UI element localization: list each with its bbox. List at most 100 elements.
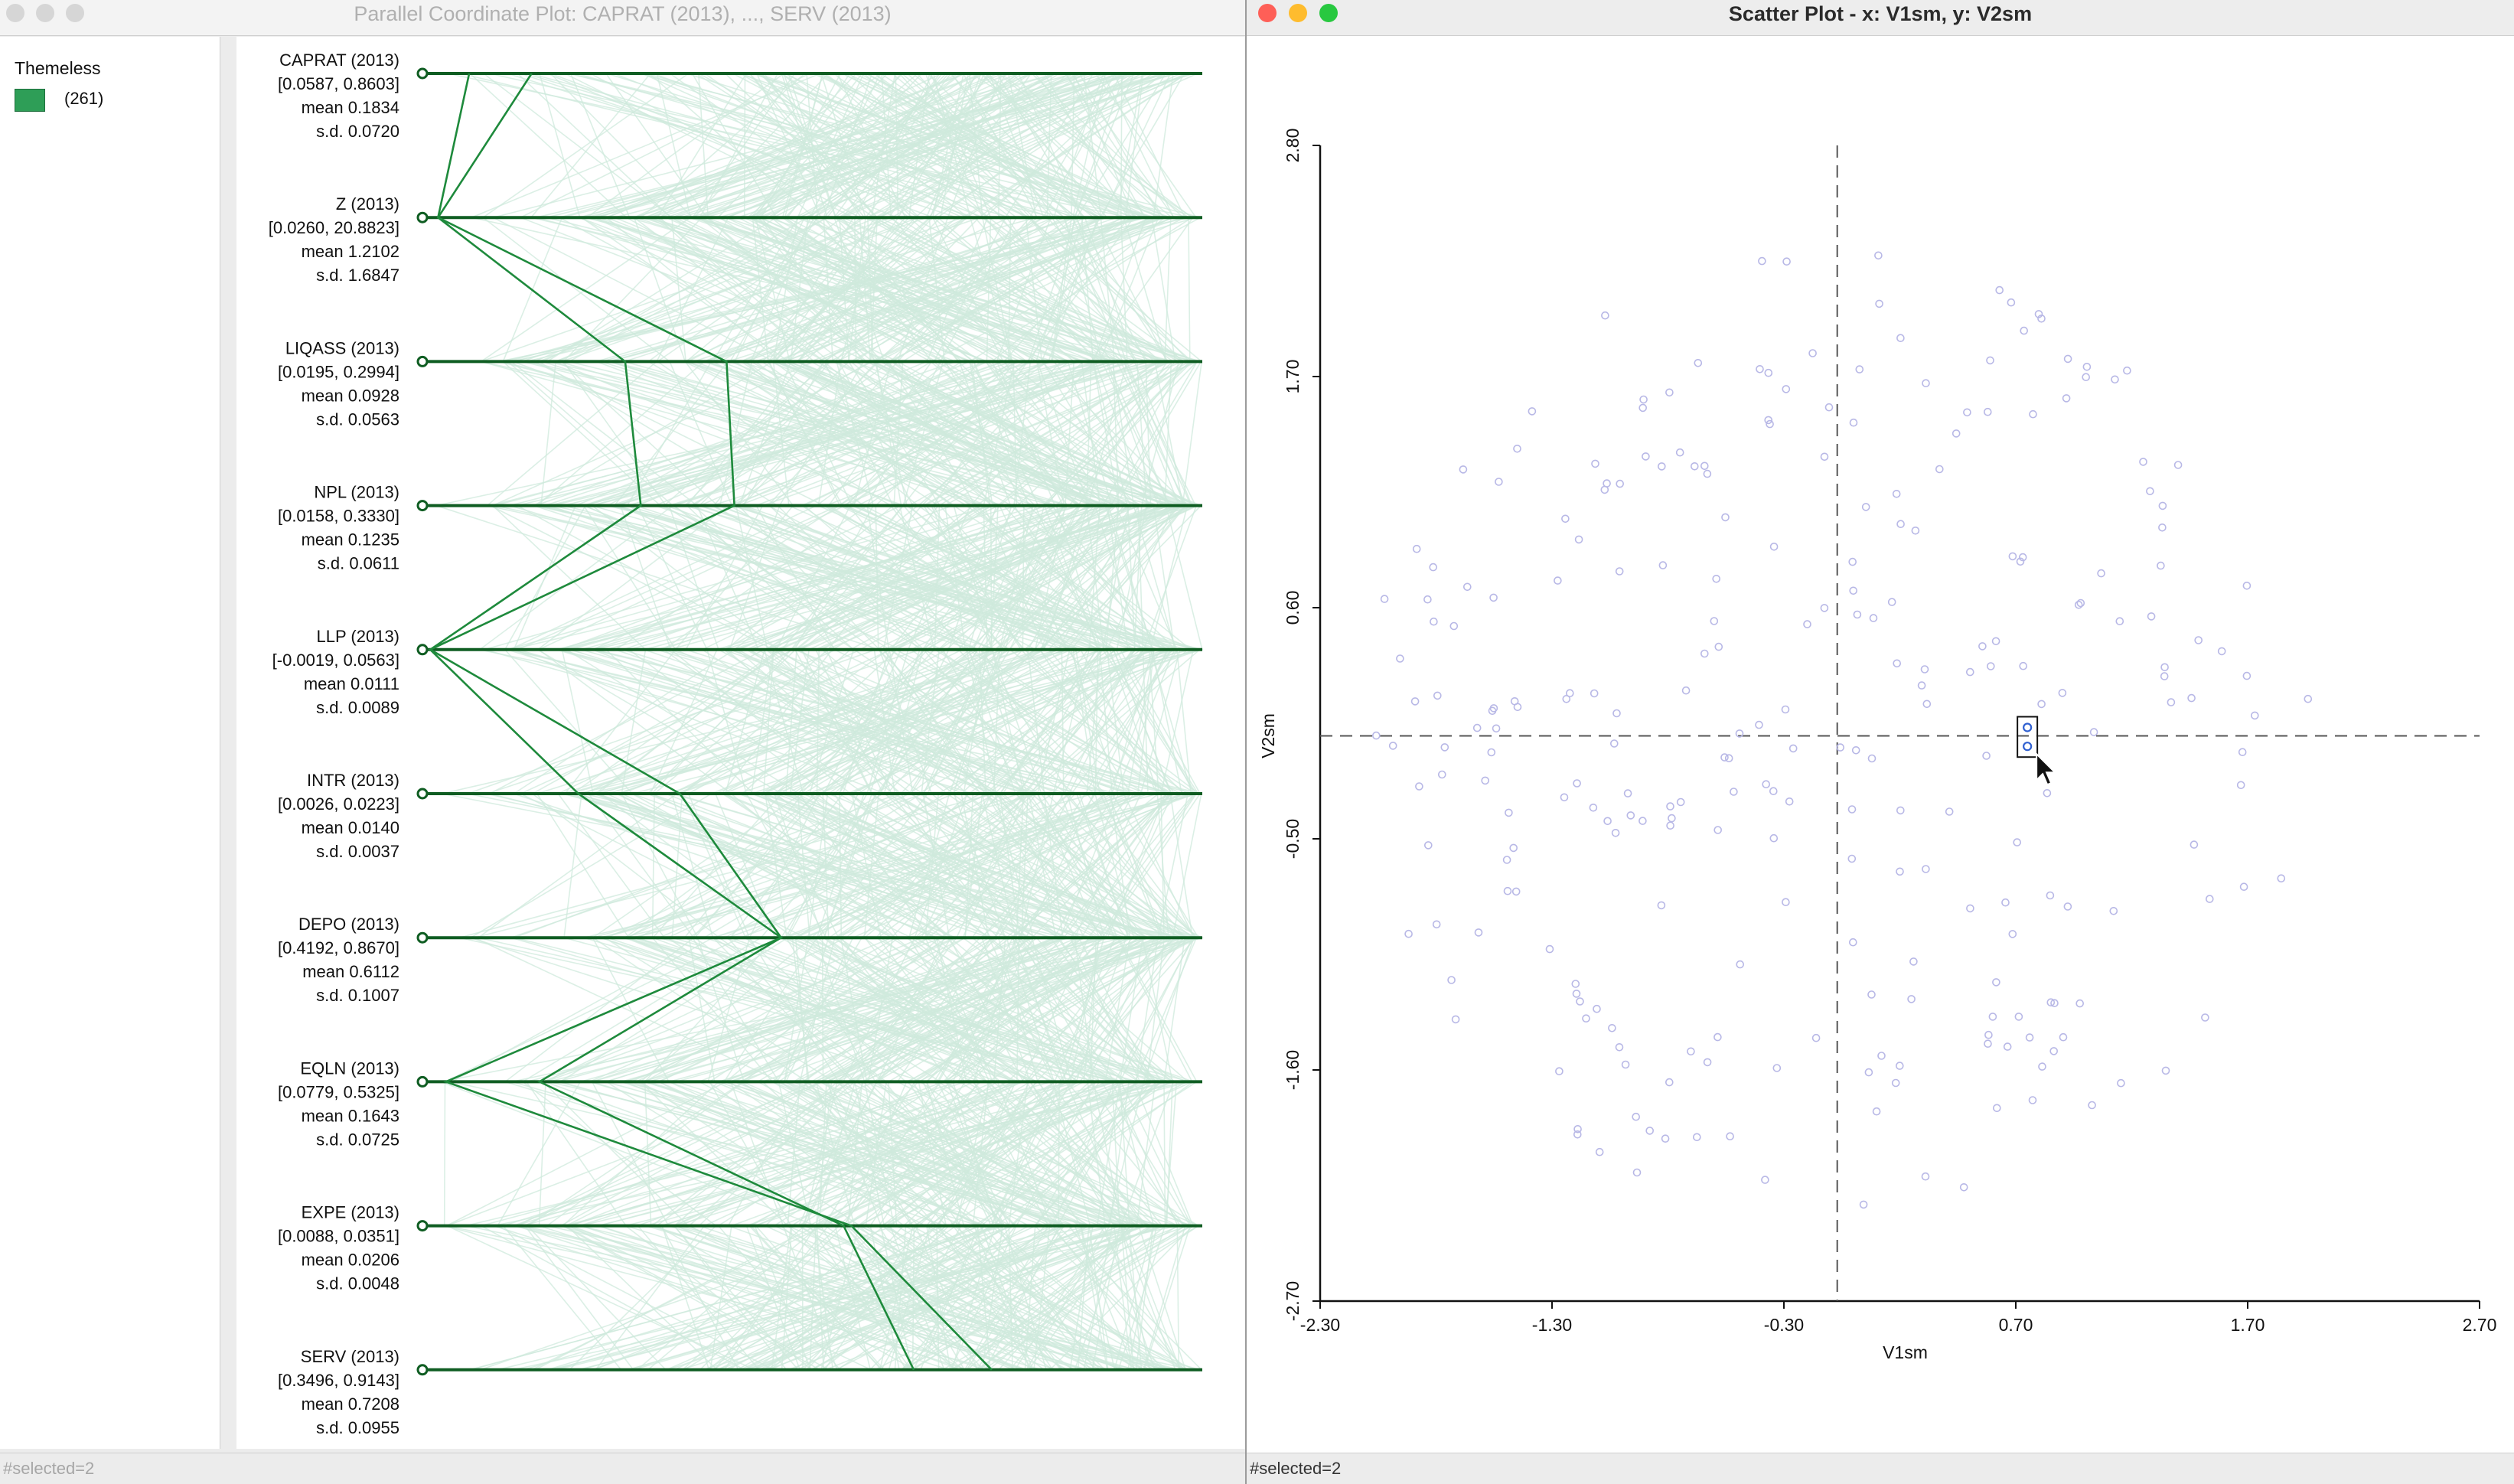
scatter-point[interactable] bbox=[1690, 462, 1699, 471]
pcp-axis[interactable]: LLP (2013) [-0.0019, 0.0563] mean 0.0111 s.… bbox=[272, 627, 1202, 717]
scatter-point[interactable] bbox=[1867, 990, 1876, 999]
scatter-point[interactable] bbox=[1502, 856, 1511, 864]
scatter-point[interactable] bbox=[1864, 1068, 1873, 1077]
scatter-point[interactable] bbox=[1474, 928, 1483, 937]
scatter-point[interactable] bbox=[2161, 1066, 2170, 1075]
scatter-point[interactable] bbox=[2037, 314, 2046, 323]
scatter-point[interactable] bbox=[1896, 520, 1905, 529]
scatter-point[interactable] bbox=[2016, 557, 2025, 566]
scatter-point[interactable] bbox=[1995, 285, 2004, 295]
scatter-point[interactable] bbox=[2201, 1013, 2209, 1022]
scatter-point[interactable] bbox=[1509, 843, 1518, 853]
scatter-point[interactable] bbox=[1573, 1130, 1582, 1139]
scatter-point[interactable] bbox=[1615, 567, 1624, 576]
scatter-point[interactable] bbox=[1700, 462, 1709, 471]
scatter-point[interactable] bbox=[1692, 1133, 1701, 1142]
scatter-point[interactable] bbox=[1782, 898, 1790, 906]
scatter-point[interactable] bbox=[1447, 976, 1456, 984]
zoom-button[interactable] bbox=[1319, 4, 1338, 22]
scatter-point[interactable] bbox=[1621, 1060, 1630, 1069]
scatter-point[interactable] bbox=[1891, 1078, 1900, 1088]
scatter-point[interactable] bbox=[1603, 817, 1612, 826]
scatter-point[interactable] bbox=[1396, 654, 1404, 663]
scatter-point[interactable] bbox=[2139, 458, 2147, 466]
scatter-point[interactable] bbox=[2160, 672, 2169, 680]
scatter-point[interactable] bbox=[1764, 368, 1773, 377]
axis-handle[interactable] bbox=[416, 355, 429, 367]
scatter-point[interactable] bbox=[1481, 776, 1490, 785]
scatter-point[interactable] bbox=[1849, 418, 1858, 427]
axis-handle[interactable] bbox=[416, 1075, 429, 1088]
scatter-point[interactable] bbox=[1589, 804, 1598, 812]
scatter-point[interactable] bbox=[2117, 1078, 2125, 1088]
scatter-point[interactable] bbox=[1703, 1058, 1712, 1067]
pcp-axis[interactable]: LIQASS (2013) [0.0195, 0.2994] mean 0.0928… bbox=[278, 338, 1202, 429]
scatter-point[interactable] bbox=[1666, 802, 1674, 810]
scatter-point[interactable] bbox=[1562, 694, 1571, 703]
scatter-point[interactable] bbox=[1895, 1062, 1904, 1070]
scatter-point[interactable] bbox=[1921, 1172, 1930, 1181]
scatter-point[interactable] bbox=[1608, 1024, 1616, 1032]
scatter-point[interactable] bbox=[1388, 742, 1397, 750]
scatter-point[interactable] bbox=[2013, 838, 2022, 846]
scatter-point[interactable] bbox=[1855, 365, 1864, 373]
scatter-point[interactable] bbox=[1724, 754, 1733, 763]
minimize-button[interactable] bbox=[1289, 4, 1307, 22]
scatter-point[interactable] bbox=[1808, 349, 1817, 357]
scatter-point[interactable] bbox=[1782, 385, 1791, 393]
scatter-point[interactable] bbox=[1896, 806, 1905, 815]
scatter-point[interactable] bbox=[1772, 1064, 1782, 1072]
scatter-point[interactable] bbox=[1645, 1127, 1655, 1135]
scatter-point[interactable] bbox=[1893, 659, 1902, 668]
axis-handle[interactable] bbox=[416, 500, 429, 512]
scatter-point[interactable] bbox=[1988, 1013, 1997, 1021]
scatter-point[interactable] bbox=[2115, 617, 2124, 626]
pcp-axis[interactable]: DEPO (2013) [0.4192, 0.8670] mean 0.6112 s.… bbox=[278, 915, 1202, 1005]
close-button[interactable] bbox=[6, 4, 24, 22]
scatter-point[interactable] bbox=[1820, 452, 1829, 462]
scatter-point[interactable] bbox=[1867, 754, 1877, 763]
scatter-point[interactable] bbox=[1404, 929, 1413, 938]
scatter-point[interactable] bbox=[1820, 604, 1829, 612]
scatter-point[interactable] bbox=[1736, 960, 1745, 969]
selected-point[interactable] bbox=[2023, 742, 2033, 752]
scatter-point[interactable] bbox=[1451, 1015, 1460, 1024]
scatter-point[interactable] bbox=[2049, 1047, 2058, 1055]
pcp-axis[interactable]: NPL (2013) [0.0158, 0.3330] mean 0.1235 s.d… bbox=[278, 483, 1202, 573]
scatter-point[interactable] bbox=[1726, 1132, 1734, 1140]
pcp-axis[interactable]: Z (2013) [0.0260, 20.8823] mean 1.2102 s.d.… bbox=[269, 194, 1202, 285]
scatter-point[interactable] bbox=[1591, 459, 1599, 468]
scatter-point[interactable] bbox=[2007, 298, 2016, 307]
scatter-point[interactable] bbox=[1896, 334, 1905, 343]
scatter-point[interactable] bbox=[1573, 779, 1581, 788]
scatter-point[interactable] bbox=[1611, 829, 1620, 837]
scatter-point[interactable] bbox=[2082, 373, 2090, 382]
scatter-point[interactable] bbox=[1590, 689, 1599, 698]
selection-rectangle[interactable] bbox=[2017, 716, 2039, 758]
scatter-point[interactable] bbox=[1991, 637, 2000, 646]
scatter-point[interactable] bbox=[2173, 461, 2183, 469]
scatter-point[interactable] bbox=[1887, 598, 1896, 606]
scatter-point[interactable] bbox=[2238, 748, 2247, 757]
scatter-point[interactable] bbox=[1572, 990, 1581, 998]
scatter-point[interactable] bbox=[1756, 364, 1764, 373]
selected-observation-line[interactable] bbox=[429, 73, 993, 1371]
scatter-point[interactable] bbox=[1554, 576, 1562, 585]
scatter-point[interactable] bbox=[1703, 469, 1712, 478]
pcp-plot-area[interactable]: CAPRAT (2013) [0.0587, 0.8603] mean 0.1834… bbox=[236, 37, 1245, 1449]
scatter-point[interactable] bbox=[1713, 1032, 1722, 1042]
scatter-point[interactable] bbox=[1593, 1004, 1601, 1013]
scatter-point[interactable] bbox=[1920, 665, 1929, 674]
scatter-point[interactable] bbox=[1657, 462, 1666, 471]
scatter-point[interactable] bbox=[2018, 553, 2027, 562]
minimize-button[interactable] bbox=[36, 4, 54, 22]
scatter-point[interactable] bbox=[2063, 902, 2072, 911]
scatter-point[interactable] bbox=[1528, 407, 1537, 416]
scatter-point[interactable] bbox=[2089, 728, 2098, 736]
scatter-point[interactable] bbox=[1762, 780, 1771, 788]
scatter-point[interactable] bbox=[2158, 523, 2167, 532]
scatter-point[interactable] bbox=[1487, 748, 1496, 757]
scatter-point[interactable] bbox=[1848, 557, 1857, 566]
scatter-point[interactable] bbox=[1668, 814, 1676, 823]
scatter-point[interactable] bbox=[1922, 865, 1930, 873]
